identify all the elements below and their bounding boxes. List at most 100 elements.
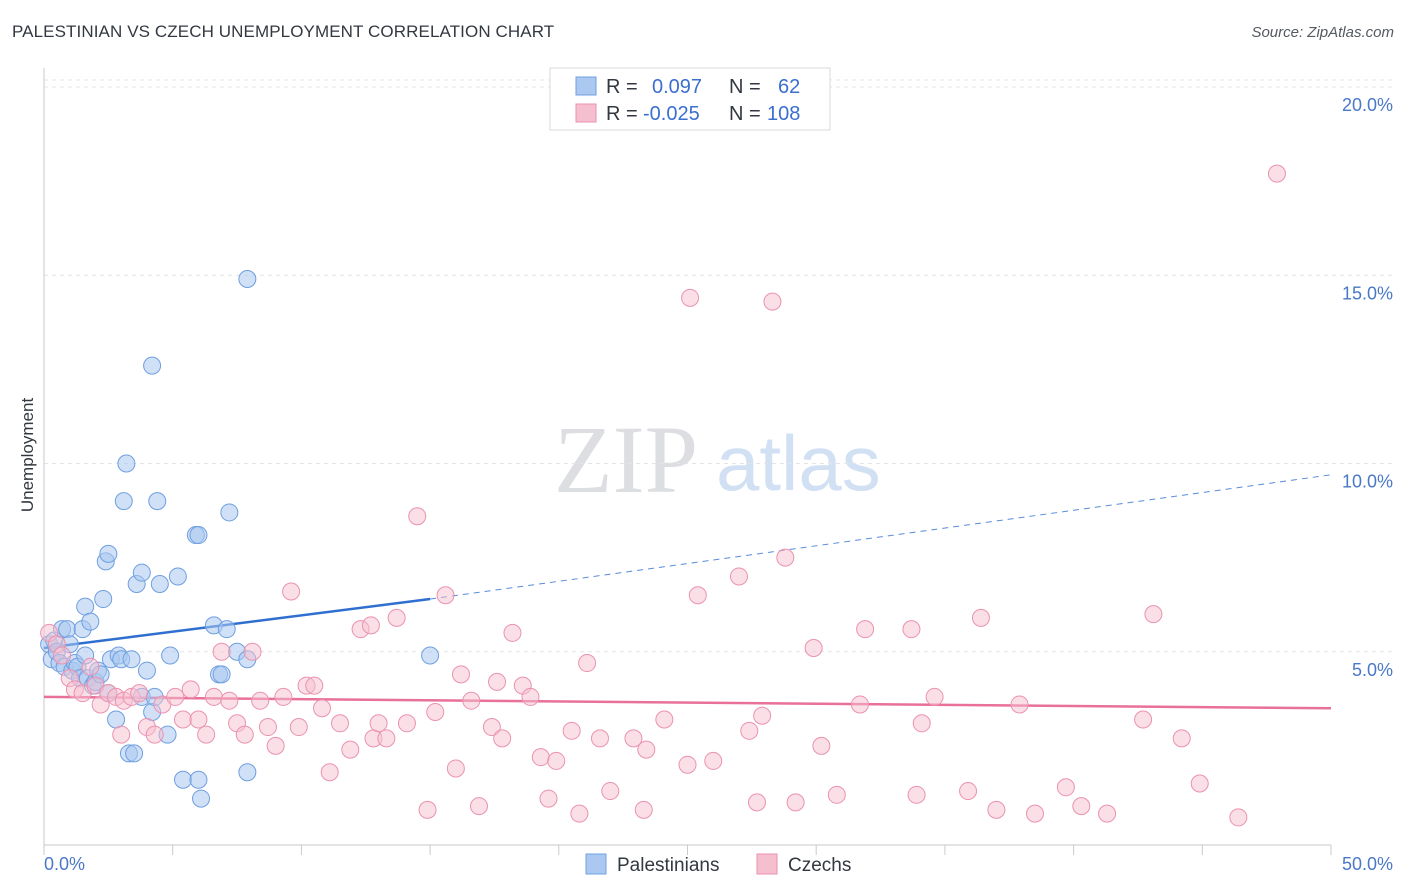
czechs-point-29 xyxy=(251,691,270,710)
source-label: Source: ZipAtlas.com xyxy=(1251,24,1394,41)
czechs-point-25 xyxy=(220,691,239,710)
czechs-point-46 xyxy=(387,608,406,627)
czechs-point-11 xyxy=(112,725,131,744)
czechs-point-75 xyxy=(681,288,700,307)
y-tick-label-0: 5.0% xyxy=(1352,660,1393,680)
y-tick-label-1: 10.0% xyxy=(1342,472,1393,492)
czechs-point-59 xyxy=(503,623,522,642)
czechs-point-34 xyxy=(289,718,308,737)
palestinians-point-31 xyxy=(117,454,136,473)
czechs-point-93 xyxy=(925,687,944,706)
czechs-point-42 xyxy=(361,616,380,635)
czechs-point-71 xyxy=(634,800,653,819)
palestinians-trend-extension xyxy=(430,474,1332,600)
bottom-legend-swatch-palestinians xyxy=(585,853,607,875)
palestinians-point-56 xyxy=(220,503,239,522)
bottom-legend-czechs: Czechs xyxy=(788,855,851,876)
czechs-point-69 xyxy=(601,782,620,801)
czechs-point-49 xyxy=(418,800,437,819)
palestinians-point-51 xyxy=(192,789,211,808)
czechs-point-63 xyxy=(539,789,558,808)
legend-n-value-2: 108 xyxy=(767,103,800,125)
czechs-point-62 xyxy=(531,748,550,767)
palestinians-point-45 xyxy=(161,646,180,665)
czechs-point-85 xyxy=(804,638,823,657)
czechs-point-27 xyxy=(235,725,254,744)
palestinians-point-34 xyxy=(125,744,144,763)
czechs-point-50 xyxy=(426,702,445,721)
czechs-point-56 xyxy=(482,718,501,737)
palestinians-point-22 xyxy=(94,590,113,609)
czechs-point-53 xyxy=(451,665,470,684)
palestinians-point-24 xyxy=(99,544,118,563)
czechs-point-32 xyxy=(274,687,293,706)
legend-r-label-1: R = xyxy=(606,76,638,98)
czechs-point-90 xyxy=(902,620,921,639)
czechs-point-20 xyxy=(181,680,200,699)
czechs-point-87 xyxy=(827,785,846,804)
gridlines xyxy=(44,79,1393,653)
palestinians-point-50 xyxy=(189,770,208,789)
czechs-point-31 xyxy=(266,736,285,755)
czechs-point-58 xyxy=(493,729,512,748)
czechs-point-68 xyxy=(590,729,609,748)
palestinians-point-49 xyxy=(189,526,208,545)
czechs-point-72 xyxy=(637,740,656,759)
czechs-point-24 xyxy=(212,642,231,661)
palestinians-point-42 xyxy=(148,492,167,511)
czechs-point-79 xyxy=(740,721,759,740)
czechs-point-70 xyxy=(624,729,643,748)
czechs-point-44 xyxy=(369,714,388,733)
x-tick-label-1: 50.0% xyxy=(1342,854,1393,874)
palestinians-point-61 xyxy=(421,646,440,665)
czechs-point-23 xyxy=(204,687,223,706)
series-legend: Palestinians Czechs xyxy=(585,853,851,876)
czechs-point-39 xyxy=(331,714,350,733)
czechs-point-103 xyxy=(1144,605,1163,624)
czechs-point-107 xyxy=(1267,164,1286,183)
czechs-point-105 xyxy=(1190,774,1209,793)
bottom-legend-palestinians: Palestinians xyxy=(617,855,719,876)
legend-swatch-palestinians xyxy=(575,76,597,96)
czechs-point-100 xyxy=(1072,797,1091,816)
czechs-point-47 xyxy=(397,714,416,733)
czechs-point-65 xyxy=(562,721,581,740)
palestinians-point-54 xyxy=(212,665,231,684)
x-tick-label-0: 0.0% xyxy=(44,854,85,874)
palestinians-point-47 xyxy=(173,770,192,789)
czechs-point-16 xyxy=(145,725,164,744)
czechs-point-6 xyxy=(81,657,100,676)
czechs-point-14 xyxy=(130,684,149,703)
bottom-legend-swatch-czechs xyxy=(756,853,778,875)
czechs-point-36 xyxy=(305,676,324,695)
y-tick-label-3: 20.0% xyxy=(1342,95,1393,115)
legend-n-label-1: N = xyxy=(729,76,761,98)
palestinians-point-27 xyxy=(107,710,126,729)
czechs-point-95 xyxy=(971,608,990,627)
czechs-point-30 xyxy=(258,718,277,737)
czechs-point-96 xyxy=(987,800,1006,819)
czechs-point-73 xyxy=(655,710,674,729)
palestinians-trend-line xyxy=(43,597,431,650)
czechs-point-81 xyxy=(753,706,772,725)
palestinians-point-46 xyxy=(168,567,187,586)
czechs-point-88 xyxy=(850,695,869,714)
palestinians-point-58 xyxy=(238,763,257,782)
legend-n-value-1: 62 xyxy=(778,76,800,98)
czechs-point-48 xyxy=(408,507,427,526)
palestinians-point-60 xyxy=(238,270,257,289)
czechs-point-94 xyxy=(959,782,978,801)
czechs-point-64 xyxy=(547,751,566,770)
legend-box xyxy=(549,67,831,131)
czechs-point-74 xyxy=(678,755,697,774)
czechs-point-40 xyxy=(341,740,360,759)
tick-labels: 5.0% 10.0% 15.0% 20.0% 0.0% 50.0% xyxy=(44,95,1393,874)
palestinians-point-7 xyxy=(58,620,77,639)
czechs-point-22 xyxy=(197,725,216,744)
palestinians-point-30 xyxy=(114,492,133,511)
palestinians-point-36 xyxy=(132,563,151,582)
czechs-points xyxy=(40,164,1286,827)
czechs-point-80 xyxy=(747,793,766,812)
czechs-point-78 xyxy=(729,567,748,586)
